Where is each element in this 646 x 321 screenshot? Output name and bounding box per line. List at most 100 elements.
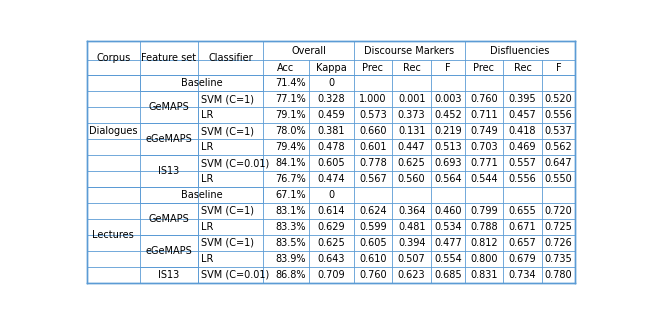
Text: F: F [556,63,561,73]
Text: 0.457: 0.457 [508,110,536,120]
Text: 0.831: 0.831 [470,270,497,280]
Text: 0.507: 0.507 [398,254,426,264]
Text: 0.554: 0.554 [434,254,462,264]
Text: 83.5%: 83.5% [275,238,306,248]
Text: 0.219: 0.219 [434,126,461,136]
Text: 0.003: 0.003 [434,94,461,104]
Text: Disfluencies: Disfluencies [490,46,550,56]
Text: Prec: Prec [474,63,494,73]
Text: 0.720: 0.720 [545,206,572,216]
Text: 0.703: 0.703 [470,142,497,152]
Text: LR: LR [201,254,213,264]
Text: 67.1%: 67.1% [275,190,306,200]
Text: SVM (C=1): SVM (C=1) [201,126,254,136]
Text: 79.1%: 79.1% [275,110,306,120]
Text: 83.1%: 83.1% [275,206,306,216]
Text: 0.771: 0.771 [470,158,497,168]
Text: 0.788: 0.788 [470,222,497,232]
Text: 0.447: 0.447 [398,142,426,152]
Bar [87,59,264,61]
Text: Prec: Prec [362,63,384,73]
Text: 0.364: 0.364 [398,206,426,216]
Text: 0.599: 0.599 [359,222,387,232]
Text: 0.725: 0.725 [545,222,572,232]
Text: 0.556: 0.556 [508,174,536,184]
Text: 0.328: 0.328 [317,94,345,104]
Text: 0.657: 0.657 [508,238,536,248]
Text: 71.4%: 71.4% [275,78,306,88]
Text: 0.560: 0.560 [398,174,426,184]
Text: 0.624: 0.624 [359,206,387,216]
Text: IS13: IS13 [158,166,179,176]
Text: 0.460: 0.460 [434,206,461,216]
Text: 0.726: 0.726 [545,238,572,248]
Text: Rec: Rec [402,63,421,73]
Text: Classifier: Classifier [208,54,253,64]
Text: Dialogues: Dialogues [89,126,138,136]
Text: 0.812: 0.812 [470,238,497,248]
Text: 0.520: 0.520 [545,94,572,104]
Text: Rec: Rec [514,63,532,73]
Text: 0.605: 0.605 [359,238,387,248]
Bar [140,267,197,282]
Text: 0.660: 0.660 [359,126,387,136]
Text: 0.557: 0.557 [508,158,536,168]
Text: LR: LR [201,110,213,120]
Text: 0.478: 0.478 [317,142,345,152]
Text: LR: LR [201,142,213,152]
Text: Corpus: Corpus [96,54,130,64]
Text: 0.001: 0.001 [398,94,426,104]
Text: 0.550: 0.550 [545,174,572,184]
Text: 0.534: 0.534 [434,222,461,232]
Text: 0.799: 0.799 [470,206,497,216]
Text: 0.693: 0.693 [434,158,461,168]
Text: Feature set: Feature set [141,54,196,64]
Text: 0.605: 0.605 [317,158,345,168]
Text: 0.601: 0.601 [359,142,387,152]
Text: GeMAPS: GeMAPS [148,214,189,224]
Text: 0.760: 0.760 [359,270,387,280]
Text: SVM (C=1): SVM (C=1) [201,94,254,104]
Text: 0.452: 0.452 [434,110,462,120]
Text: 0.474: 0.474 [317,174,345,184]
Bar [140,124,197,155]
Bar [140,76,263,91]
Text: 0: 0 [328,190,334,200]
Text: 0.655: 0.655 [508,206,536,216]
Text: Overall: Overall [291,46,326,56]
Text: 0.760: 0.760 [470,94,497,104]
Text: Lectures: Lectures [92,230,134,240]
Text: GeMAPS: GeMAPS [148,102,189,112]
Text: 0.711: 0.711 [470,110,497,120]
Text: 0.778: 0.778 [359,158,387,168]
Text: 0.381: 0.381 [317,126,345,136]
Text: SVM (C=1): SVM (C=1) [201,206,254,216]
Text: 83.3%: 83.3% [275,222,306,232]
Text: 0.610: 0.610 [359,254,387,264]
Text: eGeMAPS: eGeMAPS [145,134,192,144]
Text: 0.735: 0.735 [545,254,572,264]
Text: 0.749: 0.749 [470,126,497,136]
Text: 0.477: 0.477 [434,238,462,248]
Text: 0.625: 0.625 [398,158,426,168]
Text: LR: LR [201,222,213,232]
Text: 0.629: 0.629 [317,222,345,232]
Bar [87,187,139,282]
Text: 0.459: 0.459 [317,110,345,120]
Bar [140,235,197,266]
Text: eGeMAPS: eGeMAPS [145,246,192,256]
Text: 0.564: 0.564 [434,174,461,184]
Text: 83.9%: 83.9% [275,254,306,264]
Text: Acc: Acc [277,63,295,73]
Text: Baseline: Baseline [181,78,222,88]
Text: 0.643: 0.643 [317,254,345,264]
Text: 0.614: 0.614 [317,206,345,216]
Text: 0.544: 0.544 [470,174,497,184]
Text: 84.1%: 84.1% [275,158,306,168]
Bar [87,76,139,187]
Text: 0.394: 0.394 [398,238,426,248]
Text: F: F [445,63,450,73]
Bar [140,203,197,235]
Text: 0.734: 0.734 [508,270,536,280]
Text: Baseline: Baseline [181,190,222,200]
